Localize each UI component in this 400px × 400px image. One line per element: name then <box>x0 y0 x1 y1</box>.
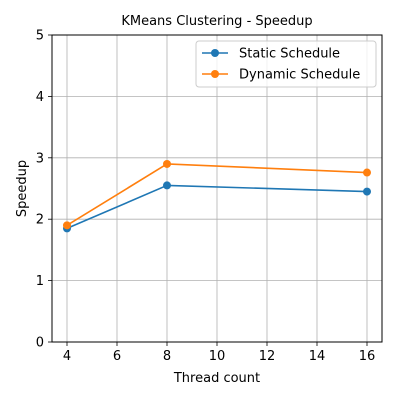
y-axis-label: Speedup <box>15 160 30 217</box>
y-tick-label-5: 5 <box>36 29 44 44</box>
legend-marker-0 <box>211 49 219 57</box>
y-tick-label-4: 4 <box>36 90 44 105</box>
x-tick-label-5: 14 <box>309 349 326 364</box>
legend-marker-1 <box>211 70 219 78</box>
y-tick-label-0: 0 <box>36 336 44 351</box>
legend-label-0: Static Schedule <box>239 47 340 62</box>
legend-box <box>195 40 377 88</box>
x-tick-label-2: 8 <box>163 349 171 364</box>
x-axis-label: Thread count <box>173 371 260 386</box>
series-layer <box>63 159 371 233</box>
series-1-point-1 <box>163 159 171 168</box>
y-axis-ticks: 0 1 2 3 4 5 <box>36 29 52 351</box>
x-tick-label-3: 10 <box>209 349 226 364</box>
series-1-point-2 <box>363 168 371 177</box>
y-tick-label-3: 3 <box>36 151 44 166</box>
series-1-point-0 <box>63 221 71 230</box>
x-tick-label-4: 12 <box>259 349 276 364</box>
x-tick-label-1: 6 <box>113 349 121 364</box>
x-tick-label-6: 16 <box>359 349 376 364</box>
legend: Static Schedule Dynamic Schedule <box>195 40 377 88</box>
x-tick-label-0: 4 <box>63 349 71 364</box>
legend-label-1: Dynamic Schedule <box>239 68 360 83</box>
y-tick-label-1: 1 <box>36 274 44 289</box>
series-0-point-2 <box>363 187 371 196</box>
y-tick-label-2: 2 <box>36 213 44 228</box>
chart-title: KMeans Clustering - Speedup <box>121 14 312 29</box>
x-axis-ticks: 4 6 8 10 12 14 16 <box>63 342 375 364</box>
series-0-point-1 <box>163 181 171 190</box>
